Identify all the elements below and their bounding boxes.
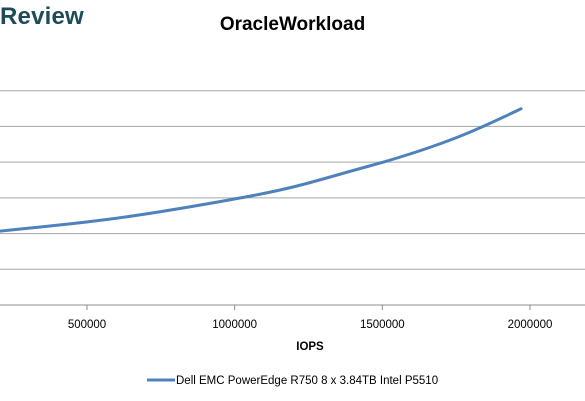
x-axis-ticks: 500000 1000000 1500000 2000000 (68, 305, 553, 331)
legend-label: Dell EMC PowerEdge R750 8 x 3.84TB Intel… (176, 375, 438, 387)
x-tick-label: 2000000 (508, 319, 553, 331)
x-tick-label: 500000 (68, 319, 106, 331)
x-tick-label: 1500000 (360, 319, 405, 331)
series-lines (0, 107, 523, 233)
gridlines (0, 90, 585, 306)
x-tick-label: 1000000 (212, 319, 257, 331)
chart-title: OracleWorkload (219, 14, 366, 35)
legend: Dell EMC PowerEdge R750 8 x 3.84TB Intel… (147, 375, 438, 387)
brand-logo: Review (0, 3, 84, 30)
chart-title-wrap: OracleWorkload (200, 14, 385, 36)
series-line (0, 107, 523, 233)
x-axis-title: IOPS (296, 341, 324, 353)
